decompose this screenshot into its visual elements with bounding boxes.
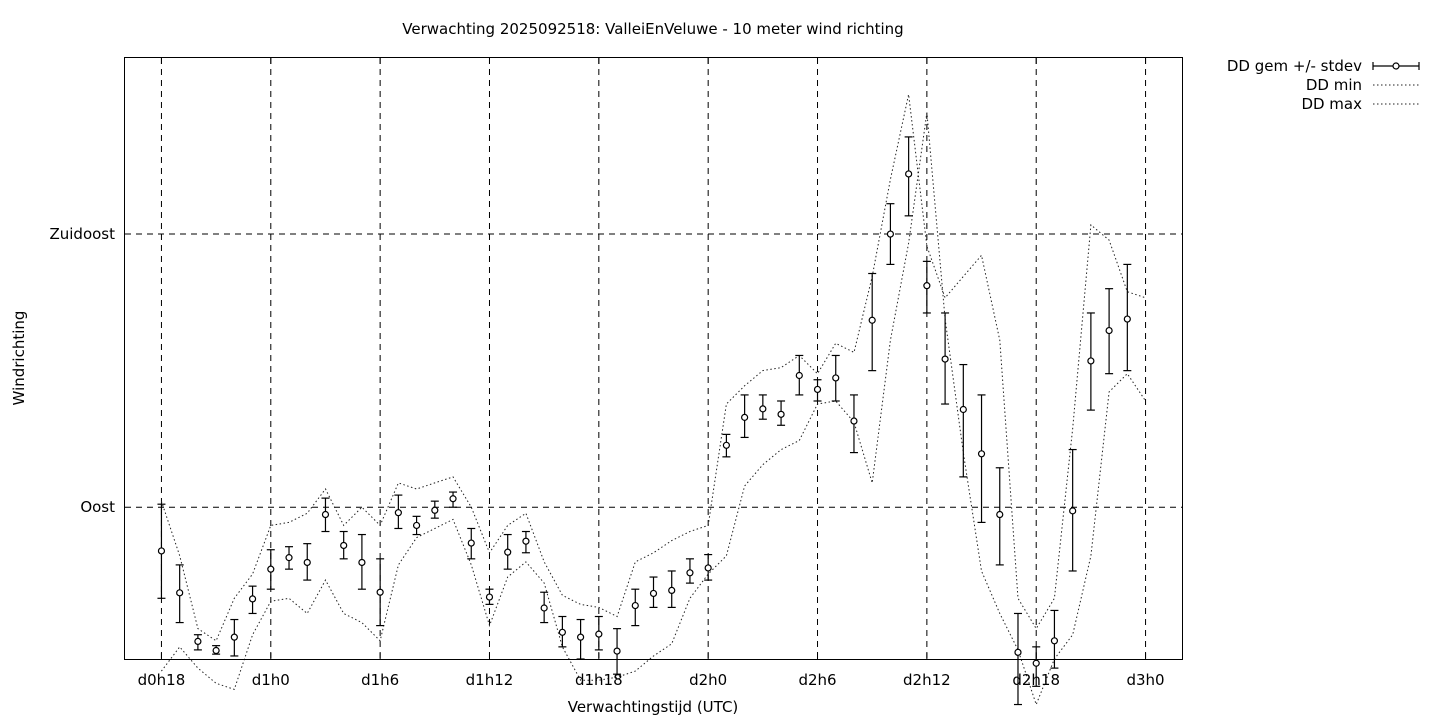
legend-swatch-point	[1392, 62, 1400, 70]
series-dd-min-line	[161, 112, 1147, 706]
mean-point	[741, 413, 749, 421]
mean-point	[668, 586, 676, 595]
x-axis-label: Verwachtingstijd (UTC)	[568, 698, 739, 716]
mean-point	[704, 564, 712, 572]
mean-point	[886, 230, 895, 238]
mean-point	[176, 589, 184, 597]
mean-point	[230, 633, 238, 641]
mean-point	[686, 569, 694, 577]
x-tick-label: d1h6	[361, 671, 399, 689]
mean-point	[522, 537, 530, 545]
mean-point	[1050, 637, 1059, 645]
mean-point	[577, 633, 585, 641]
mean-point	[431, 506, 439, 514]
band-lines	[160, 94, 1147, 706]
mean-point	[194, 637, 202, 645]
x-tick-label: d2h18	[1012, 671, 1060, 689]
mean-point	[157, 547, 166, 555]
mean-point	[941, 355, 949, 363]
mean-point	[1032, 659, 1040, 667]
x-tick-label: d2h12	[903, 671, 951, 689]
mean-point	[321, 510, 330, 519]
mean-point	[358, 558, 366, 567]
mean-point	[959, 405, 967, 414]
mean-point	[777, 410, 785, 418]
mean-point	[996, 510, 1004, 519]
mean-point	[1123, 315, 1131, 323]
mean-point	[212, 646, 220, 655]
y-axis-label: Windrichting	[10, 311, 28, 406]
mean-point	[595, 630, 603, 638]
mean-point	[832, 374, 840, 382]
mean-point	[1014, 648, 1022, 656]
mean-point	[631, 601, 639, 610]
mean-point	[412, 521, 421, 530]
legend-label: DD gem +/- stdev	[1227, 57, 1362, 75]
mean-point	[248, 595, 257, 603]
mean-point	[613, 647, 621, 655]
x-tick-labels: d0h18 d1h0 d1h6 d1h12 d1h18 d2h0 d2h6 d2h12 d2h1…	[138, 671, 1165, 689]
mean-point	[540, 604, 548, 612]
mean-point	[376, 588, 384, 596]
mean-point	[722, 441, 730, 449]
mean-point	[759, 405, 767, 413]
x-tick-label: d1h18	[575, 671, 623, 689]
x-tick-label: d2h6	[798, 671, 836, 689]
x-tick-label: d1h0	[252, 671, 290, 689]
mean-point	[905, 170, 913, 178]
mean-point	[795, 371, 803, 380]
chart-title: Verwachting 2025092518: ValleiEnVeluwe -…	[402, 20, 903, 38]
legend-label: DD min	[1306, 76, 1362, 94]
x-tick-label: d0h18	[138, 671, 186, 689]
plot-frame	[124, 57, 1183, 660]
data-points	[157, 170, 1131, 667]
mean-point	[649, 589, 658, 598]
legend-label: DD max	[1301, 95, 1362, 113]
y-tick-label: Oost	[80, 498, 115, 516]
mean-point	[485, 593, 494, 601]
x-tick-label: d1h12	[466, 671, 514, 689]
series-dd-max-line	[160, 94, 1146, 642]
mean-point	[923, 282, 931, 290]
x-tick-label: d2h0	[689, 671, 727, 689]
mean-point	[303, 558, 311, 567]
mean-point	[850, 417, 858, 425]
mean-point	[977, 450, 986, 458]
x-tick-label: d3h0	[1126, 671, 1164, 689]
mean-point	[504, 548, 512, 556]
mean-point	[1087, 357, 1095, 365]
mean-point	[267, 565, 275, 573]
mean-point	[285, 554, 293, 562]
mean-point	[813, 385, 822, 394]
mean-point	[558, 628, 566, 636]
grid-lines	[125, 58, 1182, 659]
y-tick-label: Zuidoost	[49, 225, 115, 243]
y-tick-labels: Oost Zuidoost	[49, 225, 115, 516]
error-bars	[157, 136, 1132, 706]
mean-point	[394, 509, 402, 517]
mean-point	[1069, 507, 1077, 515]
mean-point	[467, 539, 475, 547]
mean-point	[868, 316, 876, 324]
mean-point	[449, 495, 457, 503]
mean-point	[1105, 326, 1113, 335]
mean-point	[340, 541, 348, 550]
